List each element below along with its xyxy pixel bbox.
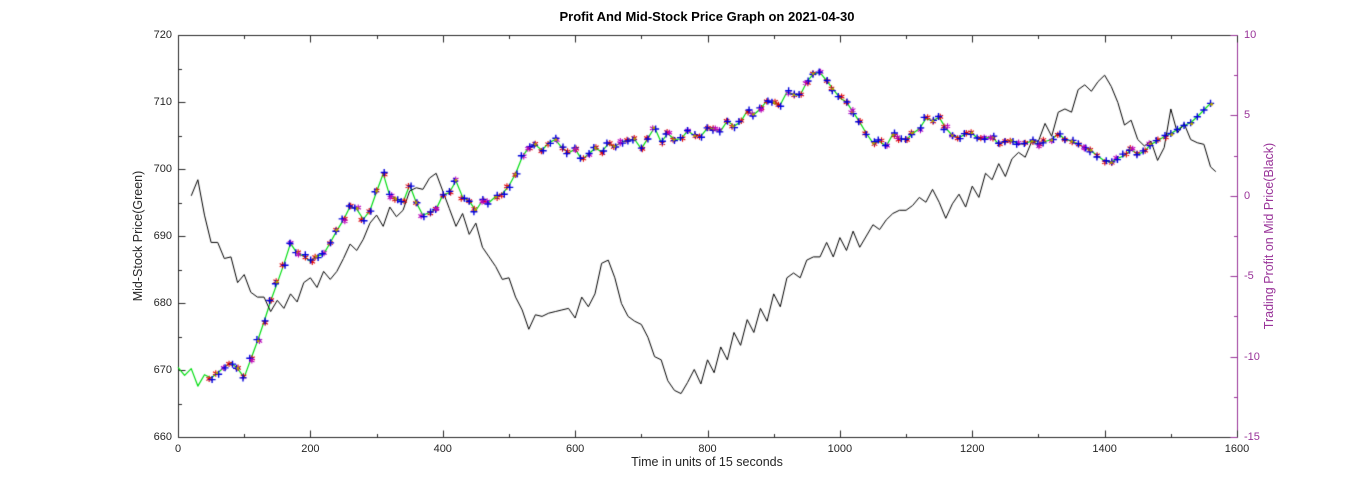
y-right-tick-label: 10 <box>1244 29 1257 41</box>
x-tick-label: 1600 <box>1224 443 1250 455</box>
y-left-tick-label: 700 <box>153 163 172 175</box>
x-tick-label: 1400 <box>1092 443 1117 455</box>
y-right-tick-label: -10 <box>1244 350 1260 363</box>
x-tick-label: 1000 <box>827 443 853 455</box>
x-tick-label: 400 <box>433 443 452 455</box>
x-tick-label: 200 <box>301 443 320 455</box>
y-right-tick-label: 5 <box>1244 109 1251 122</box>
y-left-tick-label: 690 <box>153 230 172 242</box>
y-left-tick-label: 670 <box>153 364 172 376</box>
x-tick-label: 800 <box>698 443 717 455</box>
y-left-tick-label: 680 <box>153 297 172 309</box>
chart-title: Profit And Mid-Stock Price Graph on 2021… <box>559 9 855 24</box>
y-left-tick-label: 720 <box>153 29 172 41</box>
x-tick-label: 1200 <box>960 443 985 455</box>
y-axis-label-right: Trading Profit on Mid Price(Black) <box>1262 142 1276 330</box>
y-right-tick-label: 0 <box>1244 189 1251 202</box>
y-right-tick-label: -15 <box>1244 431 1260 443</box>
x-tick-label: 600 <box>565 443 585 455</box>
y-right-tick-label: -5 <box>1244 270 1254 283</box>
y-left-tick-label: 660 <box>153 431 172 443</box>
x-axis-label: Time in units of 15 seconds <box>631 455 783 469</box>
y-left-tick-label: 710 <box>153 96 172 108</box>
x-tick-label: 0 <box>174 443 182 455</box>
